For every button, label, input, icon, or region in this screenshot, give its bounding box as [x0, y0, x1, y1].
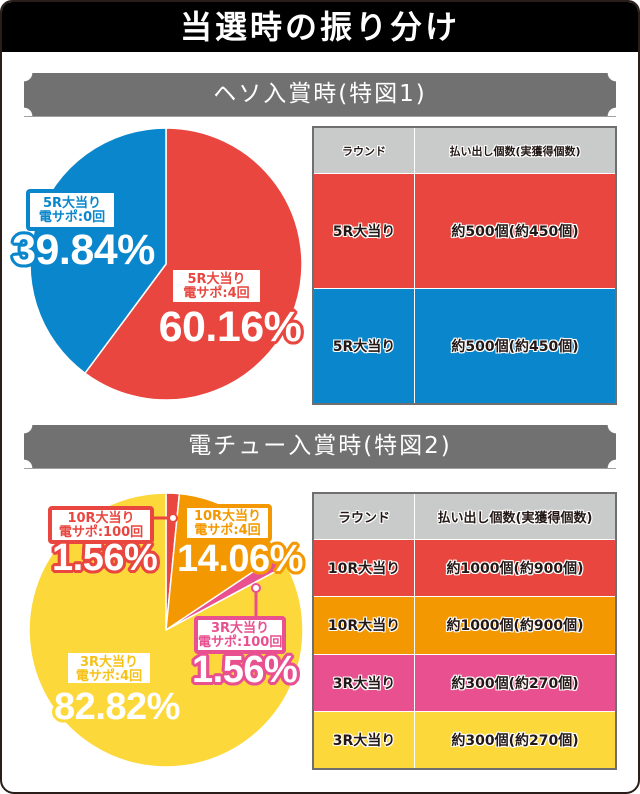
- pie-label-round: 10R大当り: [67, 511, 135, 526]
- pie-slice: [84, 127, 303, 401]
- table-cell-round: 3R大当り: [314, 654, 414, 711]
- pie-label-support: 電サポ:4回: [75, 669, 143, 684]
- column-header-payout: 払い出し個数(実獲得個数): [415, 494, 615, 539]
- table-cell-payout: 約500個(約450個): [415, 174, 615, 288]
- pie-label-support: 電サポ:0回: [38, 210, 106, 225]
- pie-label-percent: 39.84%: [12, 226, 155, 274]
- table-cell-payout: 約1000個(約900個): [415, 597, 615, 654]
- pie-label-percent: 82.82%: [54, 686, 180, 728]
- table-cell-payout: 約300個(約270個): [415, 711, 615, 768]
- pie-label-percent: 1.56%: [192, 649, 298, 691]
- pie-label-round: 3R大当り: [79, 655, 139, 670]
- pie-label-box: 5R大当り 電サポ:0回: [26, 189, 118, 231]
- payout-table-denchu: ラウンド 払い出し個数(実獲得個数) 10R大当り 約1000個(約900個) …: [312, 492, 617, 770]
- pie-label-support: 電サポ:4回: [194, 523, 261, 538]
- table-cell-round: 10R大当り: [314, 540, 414, 597]
- column-header-round: ラウンド: [314, 494, 414, 539]
- pie-label-support: 電サポ:4回: [183, 286, 250, 301]
- pie-label-round: 5R大当り: [187, 272, 246, 287]
- table-cell-payout: 約300個(約270個): [415, 654, 615, 711]
- table-cell-round: 3R大当り: [314, 711, 414, 768]
- connector-dot: [168, 513, 178, 523]
- pie-label-round: 3R大当り: [210, 621, 270, 636]
- pie-label-box: 5R大当り 電サポ:4回: [169, 266, 264, 306]
- pie-label-percent: 14.06%: [177, 538, 303, 580]
- pie-label-box: 10R大当り 電サポ:100回: [48, 506, 154, 544]
- pie-label-round: 10R大当り: [193, 509, 262, 524]
- column-header-payout: 払い出し個数(実獲得個数): [415, 128, 615, 173]
- pie-label-percent: 1.56%: [52, 537, 158, 579]
- pie-label-support: 電サポ:100回: [58, 525, 144, 540]
- pie-label-box: 3R大当り 電サポ:4回: [64, 649, 154, 687]
- page-title: 当選時の振り分け: [2, 2, 638, 52]
- section-banner-denchu: 電チュー入賞時(特図2): [24, 425, 616, 469]
- pie-label-round: 5R大当り: [42, 196, 102, 211]
- table-cell-round: 10R大当り: [314, 597, 414, 654]
- pie-label-box: 3R大当り 電サポ:100回: [194, 616, 286, 654]
- payout-table-heso: ラウンド 払い出し個数(実獲得個数) 5R大当り 約500個(約450個) 5R…: [312, 126, 617, 405]
- connector-dot: [251, 583, 261, 593]
- table-cell-round: 5R大当り: [314, 174, 414, 288]
- table-cell-payout: 約1000個(約900個): [415, 540, 615, 597]
- table-cell-round: 5R大当り: [314, 289, 414, 403]
- pie-label-support: 電サポ:100回: [198, 635, 283, 650]
- pie-label-box: 10R大当り 電サポ:4回: [183, 504, 272, 542]
- column-header-round: ラウンド: [314, 128, 414, 173]
- label-connectors: [150, 513, 261, 620]
- section-banner-heso: ヘソ入賞時(特図1): [24, 73, 616, 117]
- table-cell-payout: 約500個(約450個): [415, 289, 615, 403]
- pie-label-percent: 60.16%: [158, 303, 302, 351]
